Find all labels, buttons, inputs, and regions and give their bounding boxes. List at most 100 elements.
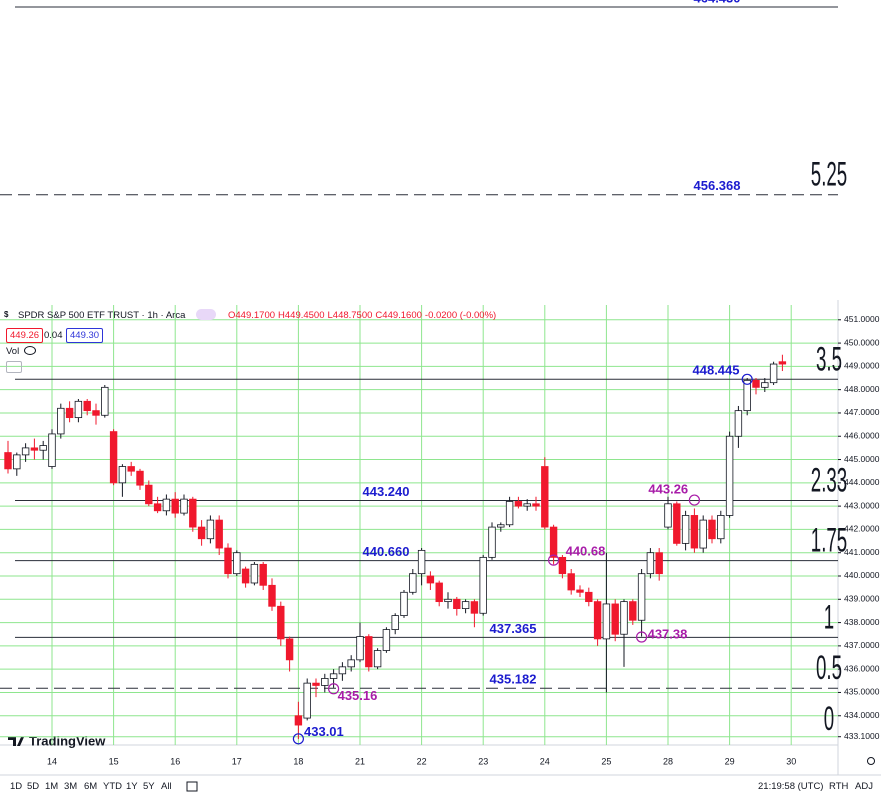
candle-body	[646, 552, 655, 575]
range-button[interactable]: 5Y	[143, 781, 155, 792]
x-tick-label: 17	[232, 756, 242, 766]
symbol-title[interactable]: SPDR S&P 500 ETF TRUST · 1h · Arca	[18, 310, 186, 321]
candle-body	[74, 400, 83, 419]
candle-body	[206, 519, 215, 540]
candle-body	[21, 447, 30, 456]
candle-body	[725, 435, 734, 516]
x-tick-label: 25	[601, 756, 611, 766]
gear[interactable]	[867, 757, 875, 765]
candle-body	[329, 673, 338, 679]
candle-body	[277, 605, 285, 640]
candle-body	[153, 503, 162, 512]
candle-body	[303, 682, 311, 719]
pivot-label: 437.38	[648, 626, 688, 641]
level-ratio: 1	[824, 597, 834, 635]
range-button[interactable]: 3M	[64, 781, 78, 792]
x-tick-label: 15	[109, 756, 119, 766]
y-tick-label: 445.0000	[844, 454, 880, 464]
candle-body	[769, 363, 778, 384]
bid[interactable]: 449.26	[6, 328, 44, 343]
candle-body	[13, 454, 21, 470]
level-ratio: 0.5	[816, 648, 842, 686]
y-tick-label: 446.0000	[844, 430, 880, 440]
candle-body	[127, 466, 135, 472]
x-tick-label: 21	[355, 756, 365, 766]
candle-body	[39, 445, 47, 451]
candle-body	[259, 563, 267, 586]
level-label: 437.365	[490, 621, 537, 636]
candle-body	[690, 515, 699, 549]
candle-body	[778, 361, 787, 365]
price-axis-bg	[838, 300, 881, 745]
ohlc-value: -0.0200 (-0.00%)	[424, 310, 497, 321]
flags[interactable]	[196, 309, 216, 320]
range-button[interactable]: 5D	[27, 781, 40, 792]
x-tick-label: 16	[170, 756, 180, 766]
candle-body	[409, 573, 417, 593]
level-label: 456.368	[694, 178, 741, 193]
clock: 21:19:58 (UTC)	[758, 781, 824, 792]
candle-body	[241, 568, 250, 584]
range-button[interactable]: YTD	[103, 781, 122, 792]
range-button[interactable]: 1D	[10, 781, 23, 792]
level-ratio: 2.33	[811, 461, 847, 499]
candle-body	[391, 615, 399, 630]
candle-body	[629, 601, 637, 621]
candle-body	[453, 598, 461, 610]
ohlc-value: C449.1600	[375, 310, 422, 321]
x-tick-label: 24	[540, 756, 550, 766]
candle-body	[549, 526, 558, 558]
eye-icon[interactable]	[24, 346, 36, 355]
level-label: 433.01	[304, 724, 344, 739]
x-tick-label: 29	[725, 756, 735, 766]
y-tick-label: 447.0000	[844, 407, 880, 417]
candle-body	[400, 591, 408, 616]
range-button[interactable]: 1M	[45, 781, 59, 792]
candle-body	[532, 503, 540, 507]
calendar-icon[interactable]	[186, 781, 198, 792]
candle-body	[576, 589, 584, 593]
level-label: 435.182	[490, 672, 537, 687]
y-tick-label: 440.0000	[844, 570, 880, 580]
candle-body	[488, 526, 496, 558]
level-ratio: 1.75	[811, 521, 847, 559]
pivot-marker	[635, 631, 648, 643]
range-button[interactable]: All	[161, 781, 172, 792]
pivot-marker	[688, 494, 701, 506]
candle-body	[65, 407, 74, 419]
candle-body	[109, 431, 118, 484]
settings-icon[interactable]	[867, 757, 875, 765]
y-tick-label: 449.0000	[844, 361, 880, 371]
range-button[interactable]: 1Y	[126, 781, 138, 792]
candle-body	[285, 638, 294, 661]
candle-body	[189, 498, 197, 528]
adjust-toggle[interactable]: ADJ	[855, 781, 873, 792]
y-tick-label: 438.0000	[844, 617, 880, 627]
candle-body	[382, 629, 391, 651]
ask[interactable]: 449.30	[66, 328, 104, 343]
calendar[interactable]	[186, 781, 198, 792]
grid	[0, 305, 838, 745]
y-tick-label: 450.0000	[844, 337, 880, 347]
volume-label[interactable]: Vol	[6, 346, 20, 357]
candle-body	[373, 650, 382, 668]
candle-body	[57, 407, 65, 435]
candle-body	[717, 515, 725, 540]
candle-body	[637, 573, 646, 621]
candle-body	[681, 515, 690, 544]
level-label: 440.660	[363, 544, 410, 559]
candle-body	[505, 501, 514, 526]
pivot-label: 435.16	[338, 688, 378, 703]
candle-body	[585, 591, 593, 603]
session-toggle[interactable]: RTH	[829, 781, 849, 792]
range-button[interactable]: 6M	[84, 781, 98, 792]
candle-body	[92, 410, 100, 416]
y-tick-label: 451.0000	[844, 314, 880, 324]
pivot-marker	[547, 554, 560, 566]
candle-body	[312, 682, 320, 686]
collapse-button[interactable]	[6, 361, 22, 373]
candle-body	[558, 556, 567, 575]
y-tick-label: 442.0000	[844, 524, 880, 534]
